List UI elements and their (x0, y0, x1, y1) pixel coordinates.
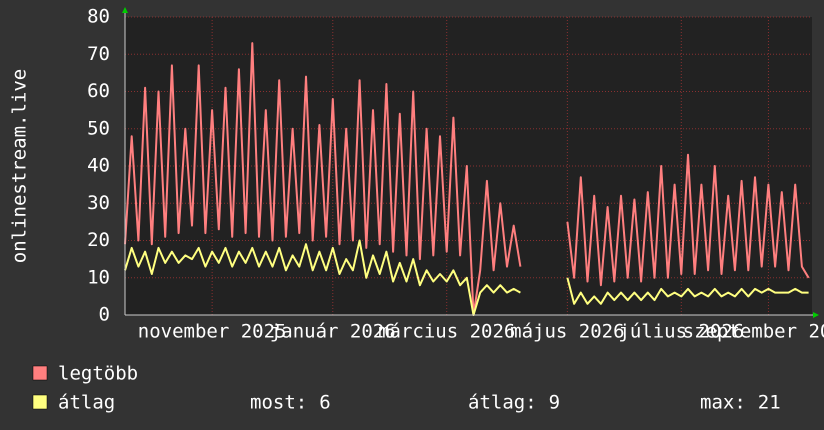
y-tick-label: 30 (87, 192, 110, 214)
y-tick-label: 10 (87, 266, 110, 288)
x-tick-label: november 2025 (138, 321, 287, 343)
y-tick-label: 0 (99, 304, 110, 326)
x-tick-label: július 2026 (618, 321, 744, 343)
y-arrow (122, 7, 128, 13)
stat-label: átlag: (468, 392, 537, 414)
lines (124, 42, 810, 316)
x-tick-label: március 2026 (378, 321, 515, 343)
y-tick-label: 50 (87, 117, 110, 139)
x-tick-label: január 2026 (270, 321, 396, 343)
x-tick-label: szeptember 2026 (683, 321, 824, 343)
legend-label: átlag (58, 392, 115, 414)
stat-label: max: (700, 392, 746, 414)
stat-value: 6 (319, 392, 330, 414)
y-tick-label: 40 (87, 155, 110, 177)
x-tick-label: május 2026 (510, 321, 624, 343)
axes (122, 7, 819, 318)
stat-value: 9 (549, 392, 560, 414)
x-arrow (813, 312, 819, 318)
y-tick-label: 80 (87, 6, 110, 28)
y-tick-label: 70 (87, 43, 110, 65)
series-line (124, 42, 810, 316)
legend-swatch (32, 365, 48, 381)
y-tick-label: 60 (87, 80, 110, 102)
legend-label: legtöbb (58, 363, 138, 385)
stat-label: most: (250, 392, 307, 414)
legend-swatch (32, 394, 48, 410)
y-tick-label: 20 (87, 229, 110, 251)
series-line (124, 239, 809, 316)
stat-value: 21 (758, 392, 781, 414)
legend: legtöbb átlag most: 6 átlag: 9 max: 21 (32, 363, 781, 414)
y-axis-label: onlinestream.live (9, 69, 31, 263)
